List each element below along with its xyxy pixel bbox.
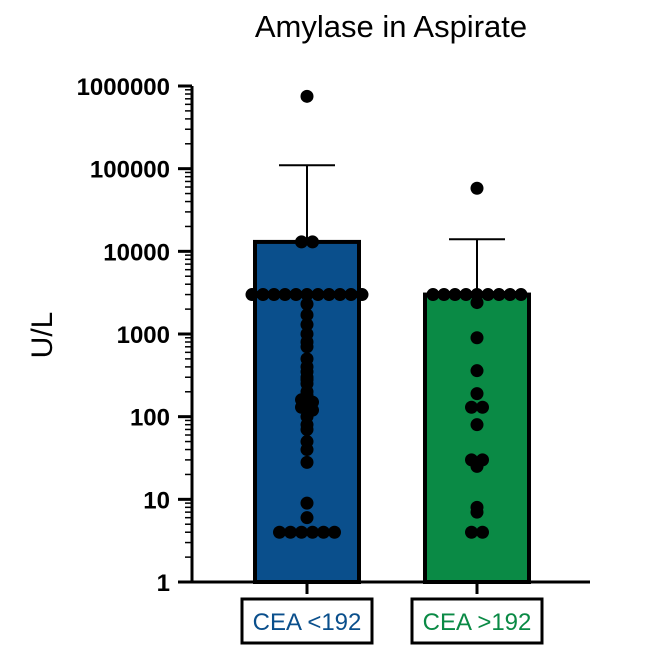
data-point (492, 288, 506, 302)
data-point (267, 288, 281, 302)
data-point (256, 288, 270, 302)
data-point (333, 288, 347, 302)
data-point (306, 235, 319, 249)
data-point (300, 318, 314, 332)
data-point (300, 297, 314, 311)
data-point (289, 288, 303, 302)
data-point (503, 288, 517, 302)
data-point (300, 327, 314, 341)
data-point (300, 352, 314, 366)
data-point (355, 288, 369, 302)
y-tick-label: 1000 (117, 322, 170, 349)
data-point (514, 288, 528, 302)
data-point (470, 288, 484, 302)
data-point (300, 496, 314, 510)
data-point (295, 235, 308, 249)
data-point (306, 525, 319, 539)
data-point (426, 288, 440, 302)
data-point (470, 331, 484, 345)
data-point (328, 525, 341, 539)
data-point (465, 453, 478, 467)
y-tick-label: 100000 (90, 157, 170, 184)
category-label: CEA <192 (253, 609, 362, 636)
data-point (317, 525, 330, 539)
data-point (273, 525, 286, 539)
data-point (476, 400, 489, 414)
data-point (465, 525, 478, 539)
y-tick-label: 100 (130, 405, 170, 432)
plot-area: 1 10 100 1000 10000 100000 1000000 CEA <192 CEA … (77, 74, 590, 645)
data-point (322, 288, 336, 302)
data-point (300, 455, 314, 469)
data-point (465, 400, 478, 414)
chart-title: Amylase in Aspirate (255, 9, 527, 44)
data-point (311, 288, 325, 302)
data-point (470, 181, 484, 195)
data-point (300, 511, 314, 525)
data-point (300, 89, 314, 103)
data-point (284, 525, 297, 539)
data-point (300, 308, 314, 322)
category-label-box (410, 597, 544, 645)
y-tick-label: 10000 (103, 239, 170, 266)
data-point (295, 525, 308, 539)
data-point (476, 453, 489, 467)
data-point (300, 435, 314, 449)
data-point (278, 288, 292, 302)
category-label: CEA >192 (423, 609, 532, 636)
y-tick-label: 1 (157, 570, 170, 597)
data-point (300, 288, 314, 302)
category-label-box (240, 597, 374, 645)
data-point (470, 387, 484, 401)
data-point (245, 288, 259, 302)
y-tick-label: 10 (143, 487, 170, 514)
y-axis-label: U/L (26, 312, 59, 359)
data-point (448, 288, 462, 302)
data-point (470, 500, 484, 514)
y-tick-label: 1000000 (77, 74, 170, 101)
data-point (470, 418, 484, 432)
data-point (344, 288, 358, 302)
data-point (481, 288, 495, 302)
data-point (476, 525, 489, 539)
data-point (437, 288, 451, 302)
data-point (470, 364, 484, 378)
data-point (459, 288, 473, 302)
